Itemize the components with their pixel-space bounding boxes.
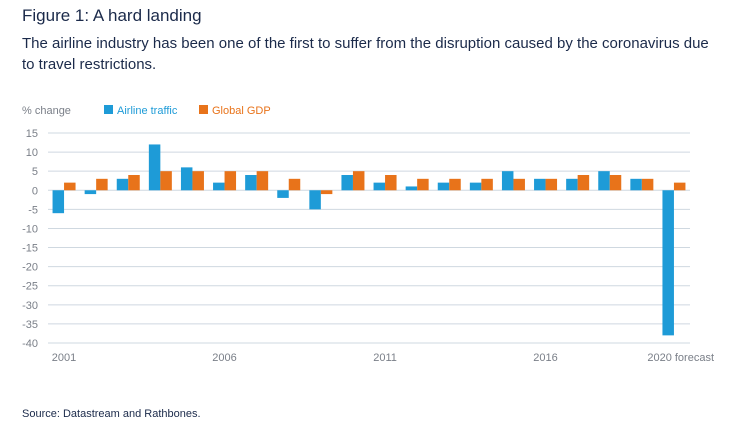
bar-global-gdp [352,171,365,191]
bar-airline-traffic [501,171,514,191]
bar-global-gdp [64,182,76,191]
bar-airline-traffic [534,178,546,191]
legend-swatch-airline [104,105,113,114]
bar-global-gdp [609,175,622,191]
bar-global-gdp [417,178,429,191]
bar-airline-traffic [566,178,578,191]
bar-airline-traffic [213,182,225,191]
bar-airline-traffic [405,186,418,191]
bar-airline-traffic [469,182,482,191]
chart-title: Figure 1: A hard landing [22,6,202,25]
bar-global-gdp [641,178,654,191]
y-tick-label: -10 [22,223,38,235]
legend-label-gdp: Global GDP [212,105,271,117]
legend-label-airline: Airline traffic [117,105,178,117]
x-tick-label: 2006 [212,352,236,364]
x-tick-label: 2016 [533,352,557,364]
bar-global-gdp [160,171,172,191]
bar-airline-traffic [309,190,321,210]
gridlines [48,132,690,344]
bar-global-gdp [96,178,108,191]
y-tick-label: -25 [22,281,38,293]
bar-global-gdp [481,178,493,191]
bar-airline-traffic [245,175,257,191]
y-tick-label: 0 [32,185,38,197]
chart-subtitle: The airline industry has been one of the… [22,35,709,73]
bar-global-gdp [673,182,686,191]
x-tick-label: 2001 [52,352,76,364]
bar-airline-traffic [116,178,129,191]
source-note: Source: Datastream and Rathbones. [22,408,201,420]
bar-global-gdp [513,178,525,191]
bar-airline-traffic [630,178,642,191]
bar-airline-traffic [341,175,353,191]
x-tick-label: 2011 [373,352,397,364]
y-tick-label: -15 [22,243,38,255]
legend-swatch-gdp [199,105,208,114]
bar-global-gdp [320,190,333,195]
bar-airline-traffic [180,167,193,191]
y-tick-label: 10 [26,147,38,159]
y-tick-label: -35 [22,319,38,331]
y-tick-label: -40 [22,338,38,350]
y-tick-label: -30 [22,300,38,312]
bar-global-gdp [288,178,301,191]
bar-airline-traffic [373,182,386,191]
bar-global-gdp [577,175,590,191]
bar-global-gdp [449,178,461,191]
y-tick-label: -20 [22,262,38,274]
bar-global-gdp [256,171,269,191]
bar-airline-traffic [662,190,674,336]
bar-airline-traffic [84,190,97,195]
x-tick-label: 2020 forecast [647,352,714,364]
y-tick-label: 5 [32,166,38,178]
bar-global-gdp [224,171,237,191]
y-axis: 15 10 5 0 -5 -10 -15 -20 -25 -30 -35 -40 [22,128,38,350]
y-tick-label: -5 [28,204,38,216]
bar-airline-traffic [598,171,610,191]
y-axis-label: % change [22,105,71,117]
x-axis: 2001 2006 2011 2016 2020 forecast [52,352,714,364]
bar-airline-traffic [277,190,289,198]
bar-airline-traffic [52,190,65,214]
bars [52,144,686,336]
y-tick-label: 15 [26,128,38,140]
bar-airline-traffic [148,144,161,191]
legend: Airline traffic Global GDP [104,105,271,117]
bar-global-gdp [385,175,397,191]
bar-global-gdp [192,171,204,191]
bar-global-gdp [545,178,558,191]
bar-airline-traffic [437,182,450,191]
bar-global-gdp [128,175,140,191]
